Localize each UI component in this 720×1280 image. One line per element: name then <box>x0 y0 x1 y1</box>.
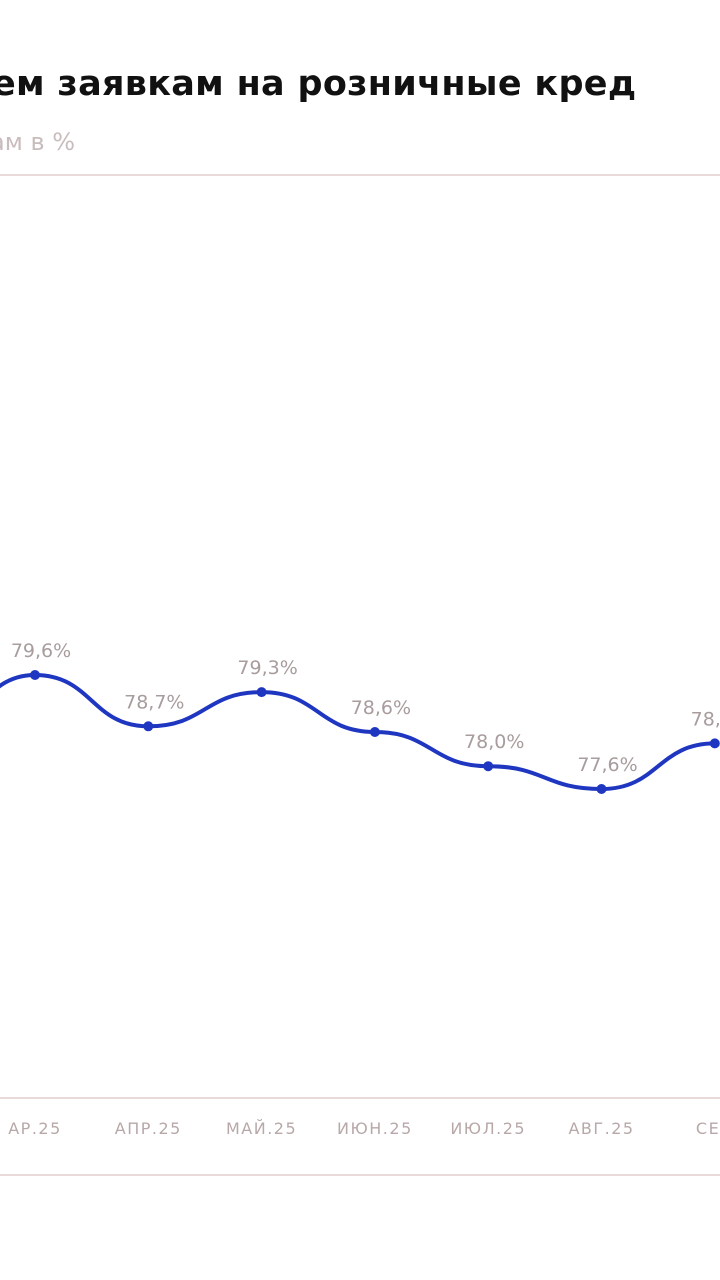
x-tick-label: СЕН <box>696 1119 720 1138</box>
x-tick-label: АР.25 <box>8 1119 62 1138</box>
chart-title: ем заявкам на розничные кред <box>0 64 637 104</box>
data-label: 78,0% <box>464 731 524 753</box>
data-point <box>596 784 607 794</box>
x-tick-label: МАЙ.25 <box>226 1119 297 1138</box>
data-point <box>256 687 267 698</box>
data-point <box>369 727 380 737</box>
data-label: 77,6% <box>577 754 637 776</box>
chart-subtitle: ам в % <box>0 128 76 156</box>
data-point <box>483 761 494 772</box>
data-point <box>709 738 720 749</box>
data-point <box>30 670 40 680</box>
data-label: 79,3% <box>237 657 297 679</box>
series-line <box>0 672 715 792</box>
data-label: 78,7% <box>124 691 184 713</box>
x-tick-label: ИЮН.25 <box>337 1119 413 1138</box>
data-label: 79,6% <box>11 640 71 662</box>
data-label: 78,4% <box>691 708 720 730</box>
data-point <box>143 721 154 732</box>
x-tick-label: АПР.25 <box>115 1119 182 1138</box>
data-label: 78,6% <box>351 697 411 719</box>
x-tick-label: ИЮЛ.25 <box>450 1119 526 1138</box>
x-tick-label: АВГ.25 <box>568 1119 634 1138</box>
